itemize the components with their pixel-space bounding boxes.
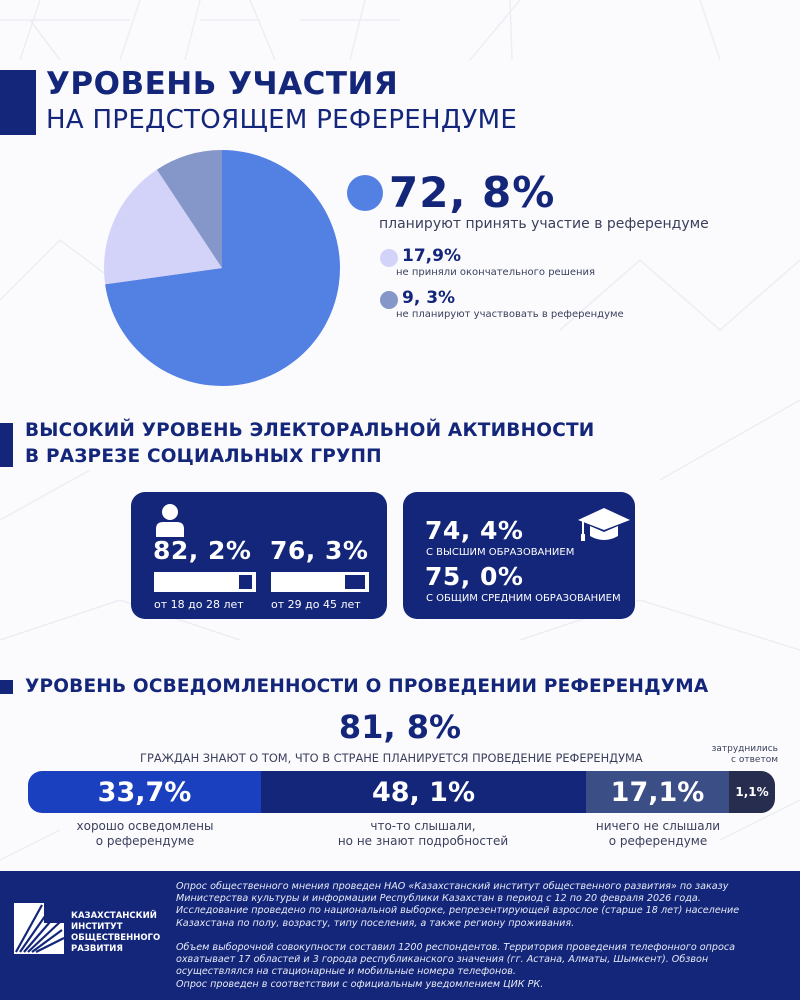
pie-slice-not-planning (156, 150, 222, 268)
participate-value: 72, 8% (389, 168, 556, 217)
methodology-line: Опрос общественного мнения проведен НАО … (176, 881, 729, 892)
institute-logo-icon (14, 903, 64, 954)
bar-segment-well-informed: 33,7% (28, 771, 261, 813)
methodology-line: Объем выборочной совокупности составил 1… (176, 942, 735, 953)
methodology-paragraph-1: Опрос общественного мнения проведен НАО … (176, 881, 739, 930)
age-29-45-caption: от 29 до 45 лет (271, 598, 361, 611)
page-subtitle: НА ПРЕДСТОЯЩЕМ РЕФЕРЕНДУМЕ (46, 105, 518, 135)
not-planning-value: 9, 3% (402, 288, 456, 308)
methodology-line: Исследование проведено по национальной в… (176, 905, 740, 917)
heard-something-caption: что-то слышали, но не знают подробностей (323, 819, 523, 849)
methodology-paragraph-2: Объем выборочной совокупности составил 1… (176, 942, 735, 991)
age-18-28-value: 82, 2% (153, 536, 252, 565)
awareness-total-value: 81, 8% (338, 708, 462, 746)
caption-line2: но не знают подробностей (337, 834, 509, 848)
heard-something-value: 48, 1% (371, 776, 476, 808)
caption-line1: что-то слышали, (370, 819, 476, 833)
footer: КАЗАХСТАНСКИЙ ИНСТИТУТ ОБЩЕСТВЕННОГО РАЗ… (0, 871, 800, 1000)
awareness-title: УРОВЕНЬ ОСВЕДОМЛЕННОСТИ О ПРОВЕДЕНИИ РЕФ… (25, 676, 709, 697)
methodology-line: охватывает 17 областей и 3 города респуб… (176, 954, 709, 966)
age-18-28-progress-bar (154, 572, 256, 592)
well-informed-value: 33,7% (97, 776, 192, 808)
awareness-stacked-bar: 33,7% 48, 1% 17,1% 1,1% (28, 771, 775, 813)
difficult-caption: затруднились с ответом (700, 744, 778, 766)
legend-dot-participate (347, 175, 383, 211)
graduation-cap-icon (578, 508, 630, 541)
bar-segment-heard-something: 48, 1% (261, 771, 586, 813)
secondary-education-value: 75, 0% (425, 562, 524, 591)
progress-fill (239, 575, 252, 589)
page-title: УРОВЕНЬ УЧАСТИЯ (46, 66, 399, 102)
bar-segment-heard-nothing: 17,1% (586, 771, 729, 813)
undecided-value: 17,9% (402, 246, 461, 266)
caption-line2: о референдуме (608, 834, 708, 848)
section-accent-bar (0, 423, 13, 467)
age-29-45-value: 76, 3% (270, 536, 369, 565)
awareness-total-caption: ГРАЖДАН ЗНАЮТ О ТОМ, ЧТО В СТРАНЕ ПЛАНИР… (140, 751, 643, 765)
higher-education-caption: С ВЫСШИМ ОБРАЗОВАНИЕМ (426, 547, 575, 558)
participation-pie-chart (103, 150, 340, 387)
age-18-28-caption: от 18 до 28 лет (154, 598, 244, 611)
well-informed-caption: хорошо осведомлены о референдуме (45, 819, 245, 849)
age-card: 82, 2% от 18 до 28 лет 76, 3% от 29 до 4… (131, 492, 387, 619)
heard-nothing-caption: ничего не слышали о референдуме (558, 819, 758, 849)
bar-segment-difficult: 1,1% (729, 771, 775, 813)
education-card: 74, 4% С ВЫСШИМ ОБРАЗОВАНИЕМ 75, 0% С ОБ… (403, 492, 635, 619)
methodology-line: Казахстана по полу, возрасту, типу посел… (176, 917, 575, 929)
difficult-caption-line1: затруднились (711, 744, 778, 754)
difficult-value: 1,1% (735, 785, 769, 799)
pie-slice-undecided (103, 169, 222, 285)
legend-dot-undecided (380, 249, 398, 267)
caption-line2: о референдуме (95, 834, 195, 848)
methodology-line: осуществлялся на стационарные и мобильны… (176, 966, 516, 978)
person-icon (156, 504, 184, 537)
caption-line1: ничего не слышали (595, 819, 721, 833)
org-line1: КАЗАХСТАНСКИЙ (71, 911, 157, 921)
higher-education-value: 74, 4% (425, 516, 524, 545)
age-29-45-progress-bar (271, 572, 369, 592)
secondary-education-caption: С ОБЩИМ СРЕДНИМ ОБРАЗОВАНИЕМ (426, 593, 621, 604)
difficult-caption-line2: с ответом (731, 755, 778, 765)
groups-title: ВЫСОКИЙ УРОВЕНЬ ЭЛЕКТОРАЛЬНОЙ АКТИВНОСТИ… (25, 418, 594, 470)
heard-nothing-value: 17,1% (610, 776, 705, 808)
participate-caption: планируют принять участие в референдуме (379, 216, 709, 232)
groups-title-line2: В РАЗРЕЗЕ СОЦИАЛЬНЫХ ГРУПП (25, 446, 382, 467)
methodology-line: Министерства культуры и информации Респу… (176, 893, 701, 905)
institute-name: КАЗАХСТАНСКИЙ ИНСТИТУТ ОБЩЕСТВЕННОГО РАЗ… (71, 911, 160, 955)
org-line4: РАЗВИТИЯ (71, 944, 123, 954)
groups-title-line1: ВЫСОКИЙ УРОВЕНЬ ЭЛЕКТОРАЛЬНОЙ АКТИВНОСТИ (25, 420, 595, 441)
caption-line1: хорошо осведомлены (76, 819, 214, 833)
pie-slice-participate (105, 150, 340, 387)
undecided-caption: не приняли окончательного решения (396, 267, 596, 278)
methodology-line: Опрос проведен в соответствии с официаль… (176, 978, 544, 990)
progress-fill (345, 575, 365, 589)
header-accent-bar (0, 70, 36, 135)
org-line3: ОБЩЕСТВЕННОГО (71, 933, 161, 943)
not-planning-caption: не планируют участвовать в референдуме (396, 309, 624, 320)
awareness-accent-square (0, 680, 13, 694)
legend-dot-not-planning (380, 291, 398, 309)
org-line2: ИНСТИТУТ (71, 922, 123, 932)
